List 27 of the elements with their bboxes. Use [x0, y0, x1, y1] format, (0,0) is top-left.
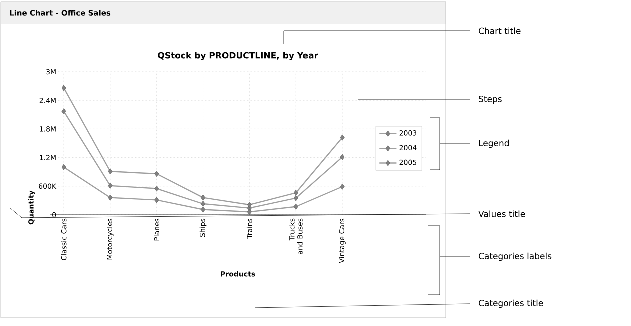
point	[200, 201, 206, 208]
point	[108, 168, 113, 175]
text: Steps	[479, 96, 502, 104]
text: Categories labels	[479, 252, 552, 262]
point	[154, 186, 160, 192]
text: Values title	[478, 210, 526, 218]
point	[247, 202, 252, 208]
point	[154, 171, 160, 177]
point	[340, 134, 345, 141]
point	[294, 190, 298, 196]
point	[154, 197, 160, 204]
text: Legend	[479, 140, 509, 148]
point	[294, 195, 298, 202]
point	[247, 209, 252, 216]
point	[294, 204, 298, 210]
point	[62, 108, 66, 115]
point	[200, 194, 206, 201]
point	[200, 206, 206, 213]
point	[62, 164, 66, 170]
point	[340, 184, 345, 190]
point	[108, 194, 113, 201]
point	[108, 182, 113, 189]
text: Chart title	[479, 28, 521, 34]
text: Categories title	[479, 300, 544, 308]
point	[340, 154, 345, 160]
chart-title: QStock by PRODUCTLINE, by Year	[158, 52, 318, 60]
point	[62, 85, 66, 92]
